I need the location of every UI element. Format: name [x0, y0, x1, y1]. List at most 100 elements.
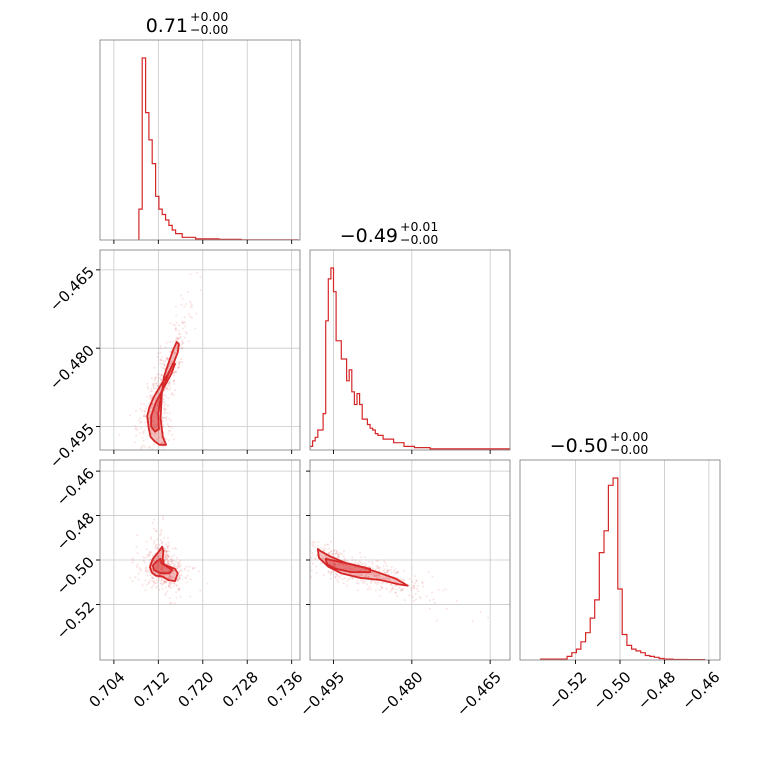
- scatter-point: [160, 568, 163, 571]
- scatter-point: [190, 303, 193, 306]
- scatter-point: [362, 582, 365, 585]
- scatter-point: [175, 321, 178, 324]
- scatter-point: [181, 297, 184, 300]
- scatter-point: [160, 577, 163, 580]
- scatter-point: [164, 554, 167, 557]
- scatter-point: [316, 544, 319, 547]
- scatter-point: [389, 583, 392, 586]
- scatter-point: [339, 576, 341, 579]
- scatter-point: [173, 573, 176, 576]
- scatter-point: [364, 574, 367, 577]
- scatter-point: [163, 546, 166, 549]
- scatter-point: [160, 359, 163, 362]
- panel-frame: [309, 249, 511, 451]
- scatter-point: [168, 550, 171, 553]
- scatter-point: [162, 445, 165, 448]
- scatter-point: [165, 550, 168, 553]
- scatter-point: [164, 560, 166, 563]
- scatter-point: [375, 574, 378, 577]
- scatter-point: [177, 329, 180, 332]
- scatter-point: [327, 571, 330, 573]
- scatter-point: [159, 345, 162, 347]
- scatter-point: [176, 564, 179, 567]
- scatter-point: [175, 305, 177, 308]
- scatter-point: [163, 549, 166, 552]
- scatter-point: [172, 323, 175, 326]
- scatter-point: [162, 424, 165, 427]
- scatter-point: [337, 556, 340, 559]
- scatter-point: [169, 576, 172, 579]
- scatter-point: [358, 562, 360, 565]
- scatter-point: [334, 549, 337, 552]
- scatter-point: [129, 576, 132, 579]
- scatter-point: [155, 566, 158, 569]
- scatter-point: [160, 529, 163, 531]
- scatter-point: [387, 569, 390, 572]
- scatter-point: [380, 586, 383, 589]
- scatter-point: [191, 566, 194, 569]
- scatter-point: [394, 572, 397, 575]
- scatter-point: [289, 554, 291, 556]
- scatter-point: [152, 584, 155, 587]
- scatter-point: [175, 360, 177, 363]
- scatter-point: [162, 367, 165, 369]
- scatter-point: [156, 546, 158, 549]
- scatter-point: [141, 584, 144, 587]
- scatter-point: [144, 414, 147, 417]
- scatter-point: [432, 598, 435, 601]
- scatter-point: [377, 559, 379, 562]
- scatter-point: [156, 455, 158, 457]
- scatter-point: [147, 434, 150, 437]
- scatter-point: [372, 572, 375, 574]
- scatter-point: [371, 560, 374, 563]
- scatter-point: [166, 545, 169, 548]
- scatter-point: [471, 620, 474, 623]
- scatter-point: [139, 569, 142, 572]
- scatter-point: [150, 377, 153, 380]
- scatter-point: [163, 580, 166, 583]
- scatter-point: [184, 331, 187, 334]
- scatter-point: [146, 570, 149, 573]
- scatter-point: [376, 576, 378, 579]
- scatter-point: [167, 541, 170, 544]
- scatter-point: [322, 549, 325, 552]
- scatter-point: [162, 579, 165, 582]
- scatter-point: [377, 574, 380, 577]
- scatter-point: [170, 426, 173, 429]
- x-tick-label: 0.704: [86, 668, 129, 711]
- scatter-point: [286, 531, 288, 533]
- scatter-point: [158, 547, 161, 550]
- scatter-point: [162, 416, 165, 419]
- scatter-point: [402, 579, 405, 582]
- scatter-point: [155, 382, 158, 385]
- scatter-point: [149, 550, 152, 553]
- scatter-point: [191, 304, 194, 307]
- scatter-point: [185, 581, 188, 584]
- scatter-point: [178, 337, 181, 340]
- scatter-point: [160, 460, 162, 462]
- y-tick-label: −0.46: [53, 464, 98, 509]
- scatter-point: [149, 558, 152, 561]
- scatter-point: [166, 546, 169, 549]
- scatter-point: [346, 564, 349, 567]
- scatter-point: [154, 456, 156, 458]
- scatter-point: [343, 577, 346, 580]
- scatter-point: [173, 554, 176, 557]
- scatter-point: [148, 582, 151, 585]
- scatter-point: [164, 557, 167, 560]
- scatter-point: [188, 312, 191, 315]
- scatter-point: [374, 572, 377, 575]
- scatter-point: [146, 385, 149, 388]
- scatter-point: [408, 577, 411, 580]
- scatter-point: [337, 575, 340, 578]
- scatter-point: [153, 540, 156, 543]
- scatter-point: [166, 554, 169, 557]
- scatter-point: [168, 574, 171, 577]
- scatter-point: [171, 340, 174, 343]
- scatter-point: [284, 535, 286, 537]
- panel-r2-c1: [284, 459, 511, 664]
- scatter-point: [324, 555, 327, 557]
- scatter-point: [356, 579, 359, 582]
- scatter-point: [156, 555, 159, 558]
